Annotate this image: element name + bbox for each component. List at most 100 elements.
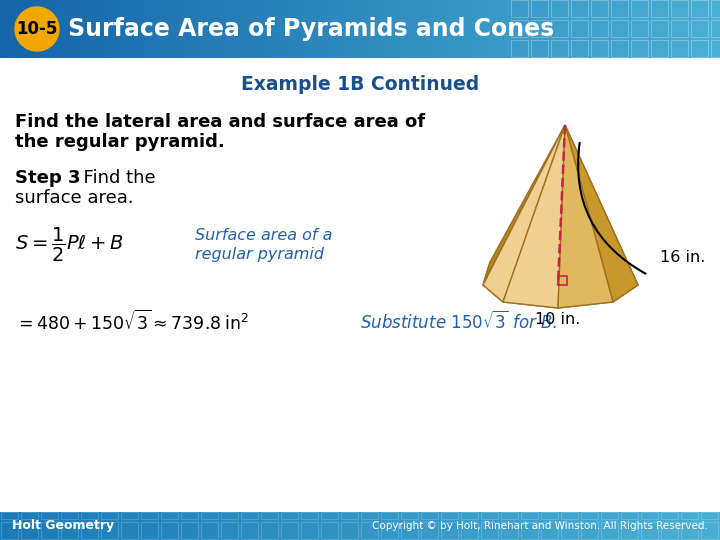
Bar	[171, 512, 180, 540]
Bar	[549, 512, 558, 540]
Bar	[648, 0, 657, 58]
Bar	[495, 512, 504, 540]
Bar	[522, 0, 531, 58]
Bar	[432, 512, 441, 540]
Bar	[522, 512, 531, 540]
Bar	[72, 512, 81, 540]
Bar	[63, 512, 72, 540]
Bar	[361, 512, 378, 519]
Bar	[702, 0, 711, 58]
Bar	[1, 512, 18, 519]
Bar	[162, 512, 171, 540]
Bar	[333, 512, 342, 540]
Text: regular pyramid: regular pyramid	[195, 247, 324, 262]
Bar	[603, 0, 612, 58]
Bar	[324, 512, 333, 540]
Bar	[711, 0, 720, 58]
Bar	[414, 512, 423, 540]
Bar	[481, 522, 498, 539]
Bar	[261, 512, 270, 540]
Bar	[181, 512, 198, 519]
Bar	[279, 512, 288, 540]
Bar	[405, 512, 414, 540]
Bar	[315, 0, 324, 58]
Bar	[45, 0, 54, 58]
Bar	[651, 40, 668, 57]
Bar	[421, 512, 438, 519]
Bar	[341, 512, 358, 519]
Bar	[461, 522, 478, 539]
Bar	[241, 512, 258, 519]
Bar	[180, 0, 189, 58]
Bar	[0, 0, 9, 58]
Bar	[576, 0, 585, 58]
Bar	[72, 0, 81, 58]
Bar	[135, 0, 144, 58]
Bar	[36, 512, 45, 540]
Text: Surface Area of Pyramids and Cones: Surface Area of Pyramids and Cones	[68, 17, 554, 41]
Bar	[603, 512, 612, 540]
Bar	[288, 0, 297, 58]
Bar	[567, 512, 576, 540]
Bar	[661, 522, 678, 539]
Polygon shape	[565, 125, 638, 302]
Bar	[108, 0, 117, 58]
Bar	[612, 0, 621, 58]
Bar	[513, 512, 522, 540]
Bar	[657, 0, 666, 58]
Bar	[261, 512, 278, 519]
Bar	[369, 512, 378, 540]
Bar	[423, 512, 432, 540]
Bar	[531, 0, 548, 17]
Bar	[432, 0, 441, 58]
Bar	[18, 512, 27, 540]
Bar	[441, 522, 458, 539]
Bar	[306, 512, 315, 540]
Bar	[691, 20, 708, 37]
Bar	[477, 512, 486, 540]
Bar	[189, 0, 198, 58]
Bar	[551, 40, 568, 57]
Bar	[701, 512, 718, 519]
Text: Copyright © by Holt, Rinehart and Winston. All Rights Reserved.: Copyright © by Holt, Rinehart and Winsto…	[372, 521, 708, 531]
Bar	[270, 512, 279, 540]
Bar	[611, 40, 628, 57]
Bar	[63, 0, 72, 58]
Bar	[54, 0, 63, 58]
Bar	[551, 20, 568, 37]
Polygon shape	[483, 125, 565, 285]
Bar	[450, 512, 459, 540]
Bar	[612, 512, 621, 540]
Bar	[702, 512, 711, 540]
Bar	[360, 512, 369, 540]
Bar	[144, 0, 153, 58]
Bar	[126, 0, 135, 58]
Bar	[521, 522, 538, 539]
Bar	[361, 522, 378, 539]
Bar	[207, 512, 216, 540]
Bar	[405, 0, 414, 58]
Bar	[601, 512, 618, 519]
Bar	[666, 512, 675, 540]
Bar	[135, 512, 144, 540]
Text: 10 in.: 10 in.	[535, 313, 581, 327]
Bar	[459, 0, 468, 58]
Bar	[396, 0, 405, 58]
Text: surface area.: surface area.	[15, 189, 134, 207]
Bar	[486, 512, 495, 540]
Text: $=480+150\sqrt{3}\approx739.8\;\mathrm{in}^{2}$: $=480+150\sqrt{3}\approx739.8\;\mathrm{i…	[15, 310, 249, 334]
Bar	[261, 0, 270, 58]
Bar	[342, 512, 351, 540]
Polygon shape	[558, 125, 613, 308]
Bar	[243, 0, 252, 58]
Bar	[511, 0, 528, 17]
Bar	[504, 0, 513, 58]
Bar	[611, 20, 628, 37]
Bar	[666, 0, 675, 58]
Bar	[315, 512, 324, 540]
Bar	[90, 512, 99, 540]
Bar	[301, 522, 318, 539]
Bar	[631, 40, 648, 57]
Bar	[234, 512, 243, 540]
Bar	[591, 0, 608, 17]
